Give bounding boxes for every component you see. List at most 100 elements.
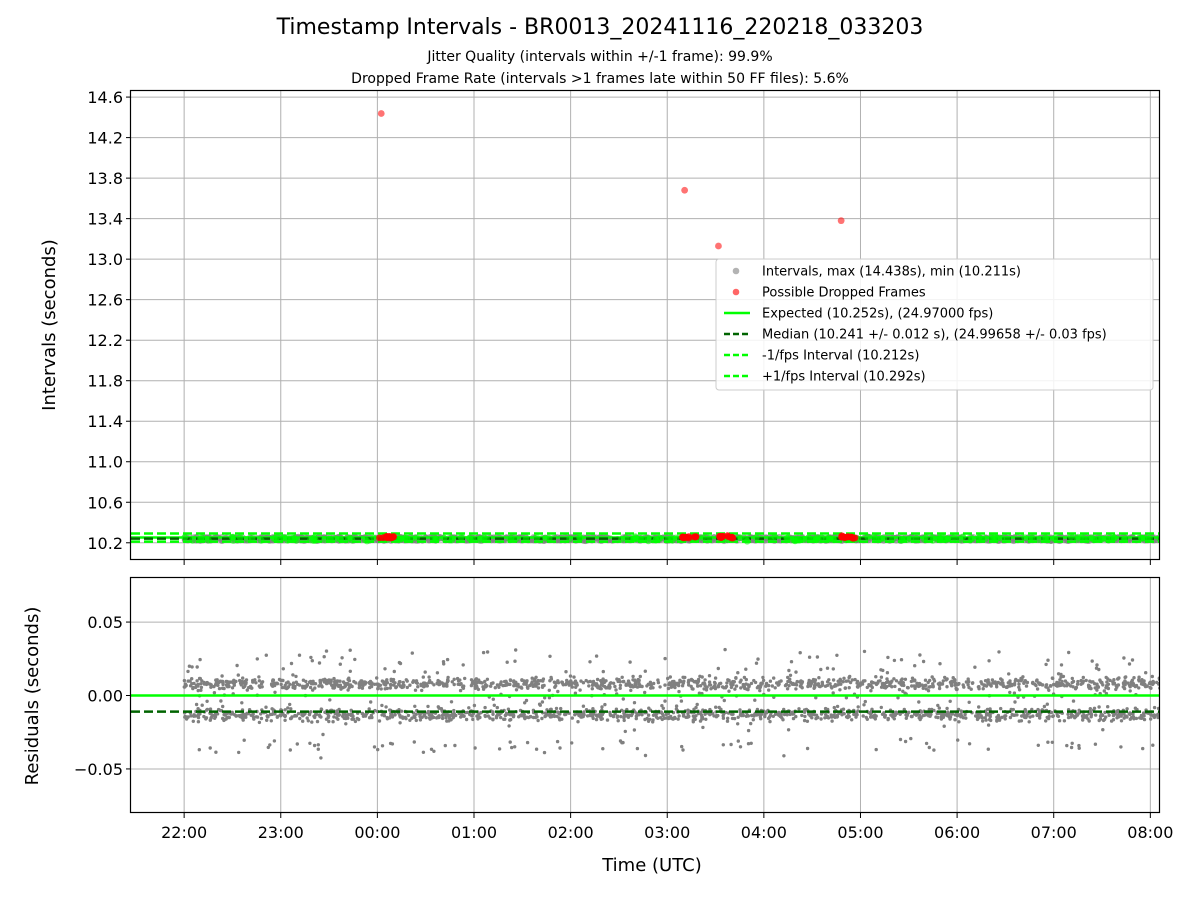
- residual-point: [376, 687, 380, 691]
- residual-point: [358, 680, 362, 685]
- residual-point: [461, 685, 465, 689]
- in-tolerance-point: [1120, 536, 1128, 544]
- residual-point: [1075, 713, 1080, 717]
- residual-point: [997, 650, 1001, 654]
- residual-point: [491, 717, 495, 721]
- residual-point: [901, 681, 905, 685]
- residual-point: [1067, 650, 1071, 655]
- residual-point: [704, 717, 708, 721]
- residual-point: [255, 657, 259, 661]
- residual-point: [576, 720, 580, 724]
- residual-point: [558, 746, 562, 750]
- residual-point: [310, 682, 315, 686]
- residual-point: [520, 678, 524, 682]
- residual-point: [963, 712, 967, 717]
- residual-point: [547, 688, 551, 692]
- residual-point: [818, 684, 822, 689]
- in-tolerance-point: [1111, 535, 1118, 542]
- x-tick-label: 03:00: [644, 823, 690, 842]
- residual-point: [573, 681, 577, 686]
- residual-point: [555, 739, 560, 744]
- residual-point: [475, 714, 479, 718]
- residual-point: [1051, 676, 1055, 681]
- residual-point: [570, 741, 574, 745]
- residual-point: [658, 716, 663, 720]
- residual-point: [514, 688, 519, 692]
- in-tolerance-point: [361, 536, 369, 544]
- in-tolerance-point: [291, 535, 299, 543]
- residual-point: [707, 680, 712, 684]
- residual-point: [716, 684, 721, 688]
- residual-point: [990, 678, 995, 682]
- residual-point: [1059, 683, 1064, 687]
- residual-point: [445, 657, 450, 662]
- residual-point: [427, 675, 431, 679]
- residual-point: [413, 688, 418, 692]
- residual-point: [265, 715, 270, 719]
- residual-point: [862, 649, 867, 654]
- residual-point: [316, 747, 320, 751]
- residual-point: [1051, 714, 1056, 718]
- residual-point: [429, 747, 434, 751]
- residual-point: [1025, 680, 1030, 685]
- intervals-y-tick-label: 12.2: [87, 331, 123, 350]
- residual-point: [475, 681, 479, 685]
- residual-point: [1122, 656, 1126, 660]
- residual-point: [636, 677, 640, 682]
- residuals-plot-area: [131, 647, 1160, 760]
- residual-point: [390, 742, 395, 746]
- residual-point: [1147, 681, 1152, 686]
- residual-point: [779, 713, 783, 717]
- residual-point: [738, 680, 742, 684]
- residual-point: [584, 678, 588, 683]
- in-tolerance-point: [767, 536, 775, 543]
- residual-point: [1137, 686, 1141, 690]
- residual-point: [452, 708, 456, 713]
- residual-point: [799, 682, 803, 686]
- residual-point: [251, 680, 255, 684]
- residual-point: [742, 675, 747, 680]
- residual-point: [1071, 685, 1075, 689]
- residual-point: [1103, 710, 1107, 715]
- residual-point: [286, 685, 291, 689]
- residual-point: [1141, 681, 1146, 686]
- residual-point: [1019, 679, 1023, 683]
- residual-point: [938, 662, 942, 666]
- residual-point: [643, 717, 647, 722]
- residual-point: [548, 707, 553, 712]
- residual-point: [917, 700, 921, 704]
- residual-point: [338, 662, 342, 666]
- residual-point: [827, 678, 831, 682]
- residual-point: [582, 710, 586, 714]
- residual-point: [899, 658, 904, 662]
- in-tolerance-point: [736, 534, 744, 541]
- residual-point: [637, 713, 641, 717]
- residual-point: [969, 687, 973, 691]
- residual-point: [446, 675, 450, 680]
- residual-point: [1092, 706, 1097, 710]
- residual-point: [905, 713, 909, 717]
- residual-point: [1077, 743, 1081, 748]
- residual-point: [268, 743, 272, 747]
- residual-point: [831, 667, 835, 671]
- residual-point: [264, 705, 268, 709]
- residual-point: [738, 708, 742, 712]
- residual-point: [817, 676, 821, 680]
- residual-point: [918, 653, 922, 657]
- residual-point: [756, 657, 760, 661]
- residual-point: [410, 651, 414, 655]
- residual-point: [458, 682, 462, 687]
- residual-point: [865, 685, 869, 690]
- residual-point: [948, 699, 952, 703]
- residual-point: [414, 718, 418, 723]
- residual-point: [229, 680, 233, 684]
- residual-point: [953, 718, 957, 722]
- residual-point: [785, 687, 790, 691]
- residual-point: [458, 678, 462, 682]
- residual-point: [540, 700, 545, 704]
- in-tolerance-point: [637, 535, 644, 543]
- residual-point: [1127, 662, 1132, 666]
- residual-point: [537, 702, 542, 706]
- residual-point: [277, 677, 282, 682]
- residual-point: [721, 743, 725, 747]
